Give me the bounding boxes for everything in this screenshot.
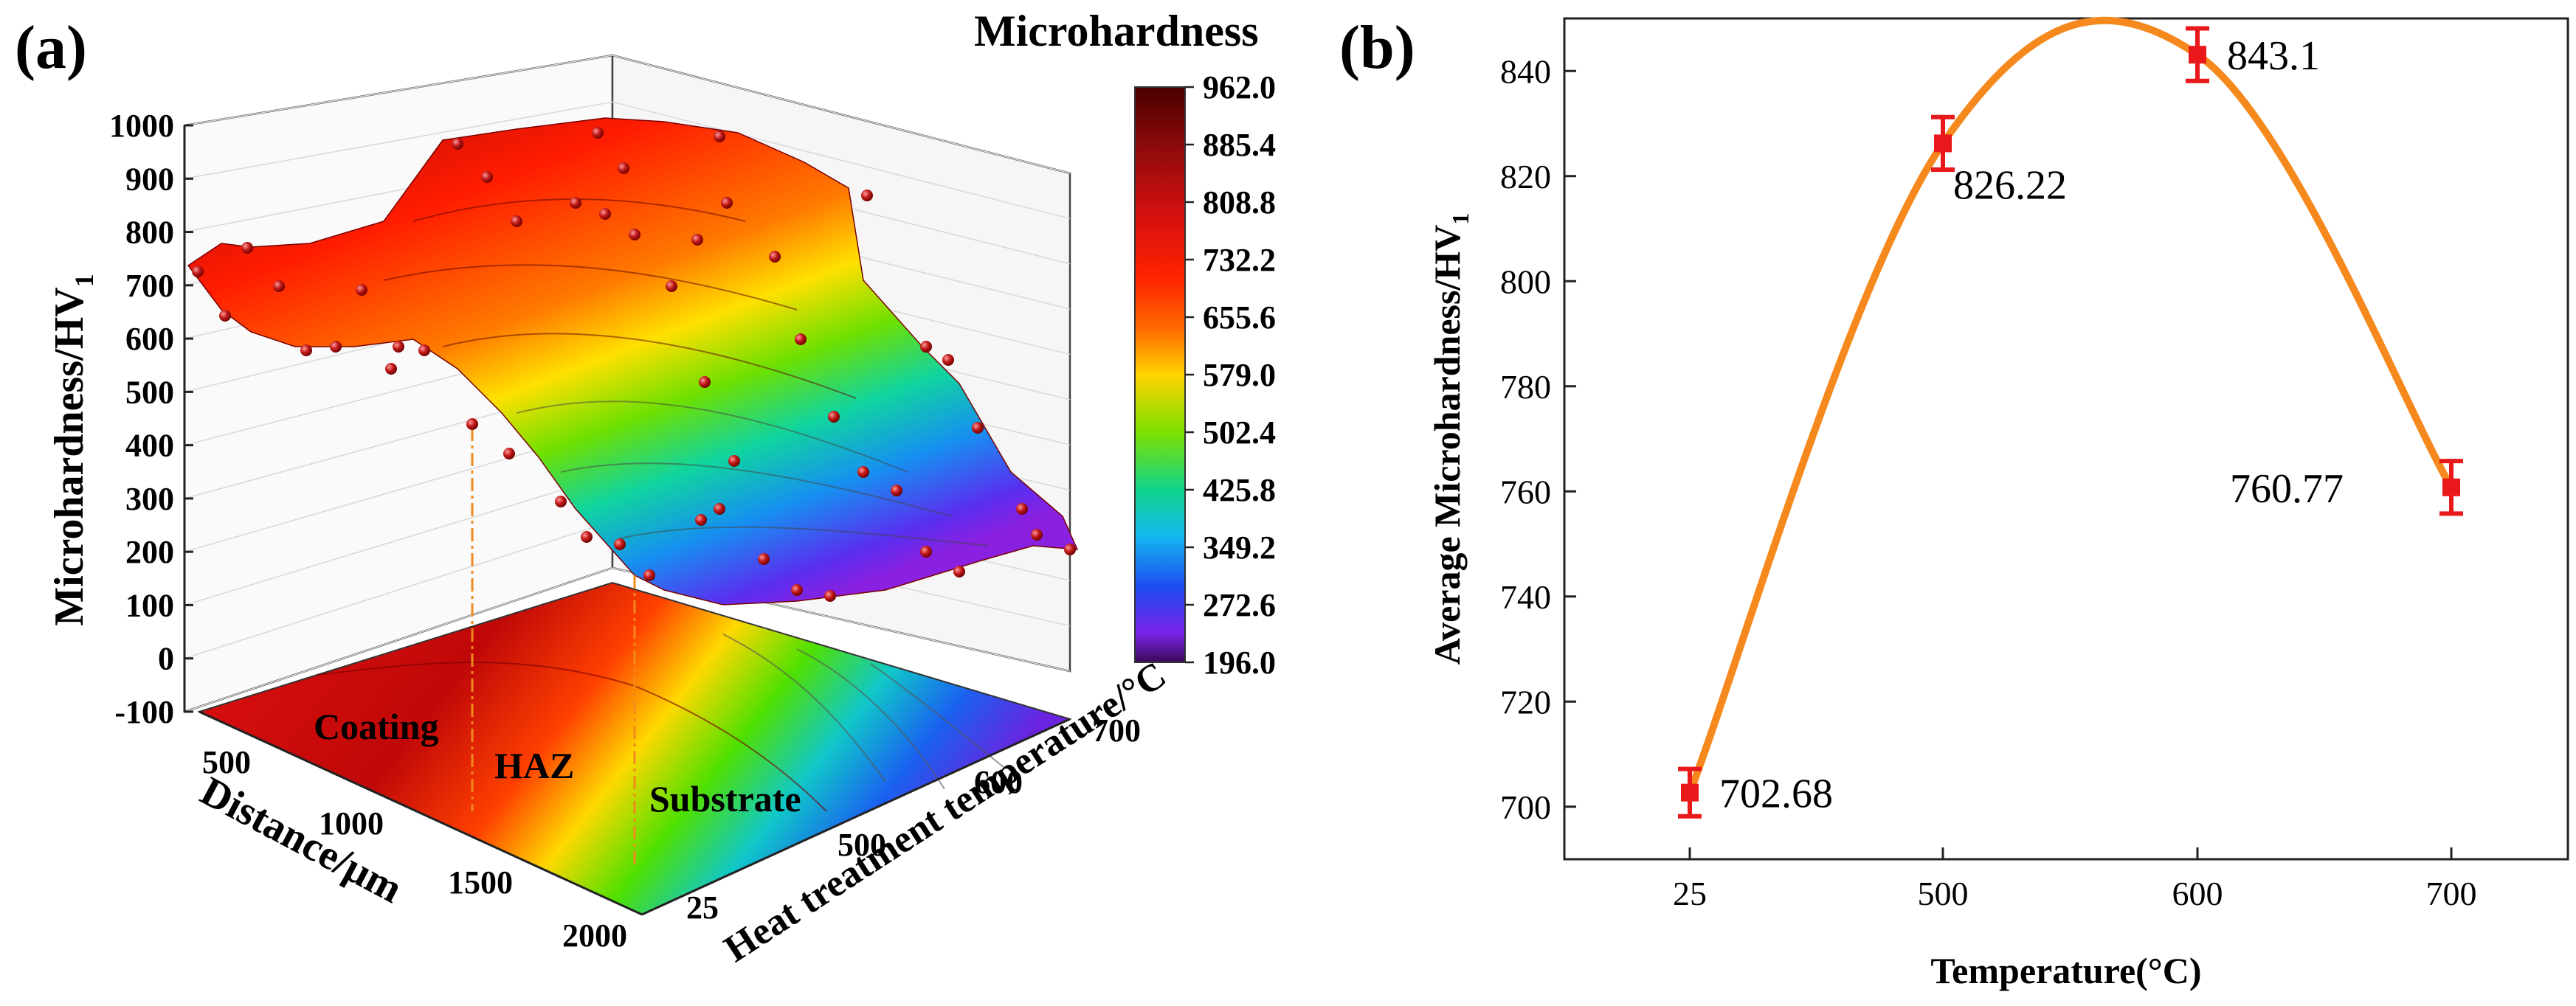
x-tick-label: 500 bbox=[202, 744, 251, 780]
data-label: 702.68 bbox=[1719, 771, 1833, 817]
wall-gridline bbox=[184, 101, 613, 180]
colorbar-tick-label: 196.0 bbox=[1203, 645, 1276, 681]
colorbar-ticks: 962.0 885.4 808.8 732.2 655.6 579.0 502.4 425.8… bbox=[1185, 69, 1276, 681]
z-tick-label: 300 bbox=[125, 481, 174, 517]
y-axis-label-b: Average Microhardness/HV1 bbox=[1426, 213, 1474, 665]
y-tick-label-b: 700 bbox=[1500, 788, 1551, 826]
x-tick-label-b: 25 bbox=[1673, 875, 1707, 912]
wall-gridline bbox=[184, 567, 613, 712]
z-tick-label: 700 bbox=[125, 268, 174, 304]
colorbar-tick-label: 808.8 bbox=[1203, 184, 1276, 221]
y-axis-ticks: 700 600 500 25 bbox=[686, 712, 1141, 926]
y-tick-label-b: 840 bbox=[1500, 52, 1551, 90]
colorbar-tick-label: 272.6 bbox=[1203, 587, 1276, 623]
data-label: 760.77 bbox=[2230, 466, 2344, 512]
data-point-marker bbox=[2442, 478, 2460, 496]
data-point-marker bbox=[1681, 783, 1699, 802]
panel-a-label: (a) bbox=[15, 13, 87, 82]
colorbar-tick-label: 885.4 bbox=[1203, 127, 1276, 163]
plot-frame bbox=[1563, 17, 2569, 861]
sample-points bbox=[192, 127, 1076, 602]
z-tick-label: 100 bbox=[125, 587, 174, 623]
x-tick-label: 1500 bbox=[448, 864, 513, 901]
y-tick-label-b: 720 bbox=[1500, 683, 1551, 721]
x-tick-label: 2000 bbox=[562, 917, 627, 954]
x-axis-ticks: 500 1000 1500 2000 bbox=[202, 744, 627, 954]
z-tick-label: 900 bbox=[125, 161, 174, 197]
panel-b-line-chart: (b) 700 720 740 760 780 800 820 840 25 500 600 700… bbox=[1339, 13, 2569, 991]
y-tick-label-b: 800 bbox=[1500, 263, 1551, 300]
region-label-haz: HAZ bbox=[494, 745, 574, 786]
y-tick-label-b: 740 bbox=[1500, 578, 1551, 616]
colorbar-tick-label: 502.4 bbox=[1203, 414, 1276, 451]
data-label: 843.1 bbox=[2227, 33, 2320, 79]
wall-gridline bbox=[184, 521, 613, 659]
wall-gridline bbox=[612, 101, 1071, 220]
z-tick-label: 1000 bbox=[109, 108, 174, 144]
data-point-marker bbox=[2189, 46, 2206, 64]
x-axis-label-b: Temperature(°C) bbox=[1930, 950, 2201, 991]
panel-a-3d-surface: (a) bbox=[15, 7, 1276, 971]
wall-gridline bbox=[184, 473, 613, 606]
colorbar bbox=[1134, 86, 1186, 663]
wall-gridline bbox=[184, 55, 613, 126]
x-tick-label-b: 600 bbox=[2172, 875, 2223, 912]
z-tick-label: 800 bbox=[125, 215, 174, 251]
data-label: 826.22 bbox=[1953, 162, 2067, 208]
y-tick-label: 600 bbox=[974, 764, 1023, 800]
colorbar-tick-label: 425.8 bbox=[1203, 472, 1276, 508]
colorbar-tick-label: 732.2 bbox=[1203, 242, 1276, 278]
colorbar-tick-label: 349.2 bbox=[1203, 530, 1276, 566]
z-tick-label: 400 bbox=[125, 428, 174, 464]
x-tick-label-b: 700 bbox=[2426, 875, 2477, 912]
y-tick-label: 25 bbox=[686, 889, 719, 926]
colorbar-tick-label: 579.0 bbox=[1203, 357, 1276, 393]
y-axis-ticks-b: 700 720 740 760 780 800 820 840 bbox=[1500, 52, 1576, 826]
x-axis-ticks-b: 25 500 600 700 bbox=[1673, 847, 2477, 912]
region-label-coating: Coating bbox=[314, 706, 438, 747]
y-tick-label-b: 760 bbox=[1500, 473, 1551, 510]
z-tick-label: 200 bbox=[125, 534, 174, 570]
x-tick-label-b: 500 bbox=[1918, 875, 1969, 912]
panel-b-label: (b) bbox=[1339, 13, 1415, 82]
y-tick-label-b: 780 bbox=[1500, 368, 1551, 406]
y-tick-label: 500 bbox=[838, 827, 886, 863]
wall-gridline bbox=[612, 55, 1071, 174]
x-tick-label: 1000 bbox=[319, 805, 384, 842]
z-tick-label: 0 bbox=[158, 641, 174, 677]
data-labels: 702.68 826.22 843.1 760.77 bbox=[1719, 33, 2344, 816]
z-tick-label: 500 bbox=[125, 374, 174, 410]
y-tick-label-b: 820 bbox=[1500, 158, 1551, 195]
y-tick-label: 700 bbox=[1092, 712, 1141, 749]
z-axis-label: Microhardness/HV1 bbox=[46, 274, 99, 625]
z-tick-label: 600 bbox=[125, 321, 174, 357]
data-points bbox=[1678, 26, 2463, 819]
series-line bbox=[1686, 16, 2455, 797]
region-label-substrate: Substrate bbox=[649, 778, 801, 819]
colorbar-tick-label: 962.0 bbox=[1203, 69, 1276, 105]
data-point-marker bbox=[1934, 134, 1952, 153]
colorbar-tick-label: 655.6 bbox=[1203, 299, 1276, 336]
hardness-surface bbox=[187, 117, 1079, 606]
z-tick-label: -100 bbox=[114, 694, 174, 730]
colorbar-title: Microhardness bbox=[974, 7, 1259, 55]
